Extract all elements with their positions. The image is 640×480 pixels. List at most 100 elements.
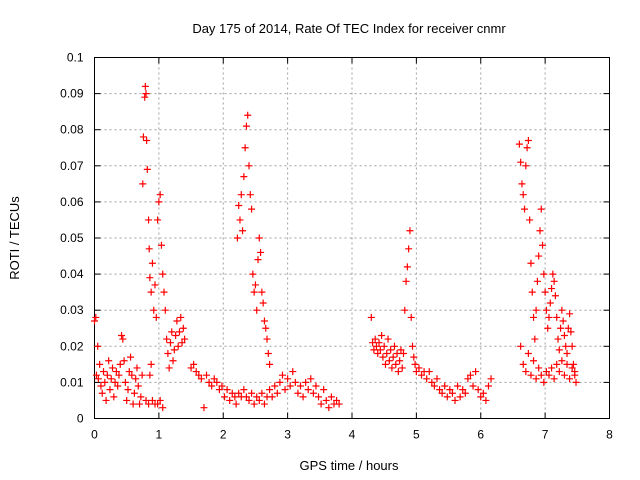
x-axis-label: GPS time / hours xyxy=(300,458,399,473)
data-point xyxy=(133,364,140,371)
data-point xyxy=(106,386,113,393)
data-point xyxy=(570,361,577,368)
data-point xyxy=(540,271,547,278)
data-point xyxy=(94,343,101,350)
data-point xyxy=(538,372,545,379)
data-point xyxy=(203,372,210,379)
data-point xyxy=(269,393,276,400)
data-point xyxy=(123,397,130,404)
y-tick-label: 0.06 xyxy=(60,195,84,209)
data-point xyxy=(149,260,156,267)
x-tick-label: 3 xyxy=(284,428,291,442)
data-point xyxy=(553,361,560,368)
data-point xyxy=(236,216,243,223)
data-point xyxy=(108,375,115,382)
data-point xyxy=(148,289,155,296)
data-point xyxy=(328,393,335,400)
data-point xyxy=(294,390,301,397)
data-point xyxy=(104,372,111,379)
data-point xyxy=(101,379,108,386)
data-point xyxy=(143,137,150,144)
data-point xyxy=(249,271,256,278)
data-point xyxy=(177,314,184,321)
data-point xyxy=(561,372,568,379)
data-point xyxy=(266,386,273,393)
data-point xyxy=(166,364,173,371)
data-point xyxy=(533,307,540,314)
data-point xyxy=(300,393,307,400)
data-point xyxy=(200,404,207,411)
data-point xyxy=(224,386,231,393)
data-point xyxy=(470,383,477,390)
data-point xyxy=(542,289,549,296)
data-point xyxy=(312,383,319,390)
data-point xyxy=(392,361,399,368)
data-point xyxy=(561,332,568,339)
data-point xyxy=(103,397,110,404)
data-point xyxy=(159,404,166,411)
data-point xyxy=(96,361,103,368)
data-point xyxy=(409,343,416,350)
data-point xyxy=(560,318,567,325)
data-point xyxy=(534,278,541,285)
data-point xyxy=(252,281,259,288)
y-axis-label: ROTI / TECUs xyxy=(7,196,22,280)
data-point xyxy=(408,314,415,321)
data-point xyxy=(305,386,312,393)
data-point xyxy=(173,318,180,325)
data-point xyxy=(140,133,147,140)
y-tick-label: 0.02 xyxy=(60,339,84,353)
data-point xyxy=(399,364,406,371)
data-point xyxy=(139,372,146,379)
roti-chart: Day 175 of 2014, Rate Of TEC Index for r… xyxy=(0,0,640,480)
data-point xyxy=(536,227,543,234)
data-point xyxy=(167,339,174,346)
data-point xyxy=(556,346,563,353)
data-point xyxy=(141,94,148,101)
data-point xyxy=(433,375,440,382)
x-tick-label: 1 xyxy=(156,428,163,442)
data-point xyxy=(235,202,242,209)
data-point xyxy=(412,361,419,368)
data-point xyxy=(251,401,258,408)
data-point xyxy=(555,336,562,343)
data-point xyxy=(289,368,296,375)
data-point xyxy=(315,393,322,400)
data-point xyxy=(97,383,104,390)
data-point xyxy=(378,332,385,339)
data-point xyxy=(251,289,258,296)
data-point xyxy=(260,299,267,306)
x-tick-label: 6 xyxy=(477,428,484,442)
data-point xyxy=(302,379,309,386)
data-point xyxy=(253,307,260,314)
data-point xyxy=(119,336,126,343)
data-point xyxy=(552,292,559,299)
data-point xyxy=(239,227,246,234)
data-point xyxy=(240,173,247,180)
data-point xyxy=(91,318,98,325)
data-point xyxy=(531,336,538,343)
data-point xyxy=(530,357,537,364)
data-point xyxy=(109,364,116,371)
y-tick-label: 0.07 xyxy=(60,159,84,173)
data-point xyxy=(163,336,170,343)
data-point xyxy=(441,383,448,390)
data-point xyxy=(323,397,330,404)
data-point xyxy=(382,361,389,368)
data-point xyxy=(543,307,550,314)
data-point xyxy=(226,397,233,404)
data-point xyxy=(255,256,262,263)
y-tick-label: 0.09 xyxy=(60,87,84,101)
data-point xyxy=(121,357,128,364)
data-point xyxy=(170,357,177,364)
data-point xyxy=(527,372,534,379)
data-point xyxy=(110,393,117,400)
data-point xyxy=(404,263,411,270)
data-point xyxy=(551,278,558,285)
data-point xyxy=(368,314,375,321)
data-point xyxy=(405,245,412,252)
data-point xyxy=(383,350,390,357)
data-point xyxy=(410,354,417,361)
data-point xyxy=(176,328,183,335)
data-point xyxy=(394,350,401,357)
